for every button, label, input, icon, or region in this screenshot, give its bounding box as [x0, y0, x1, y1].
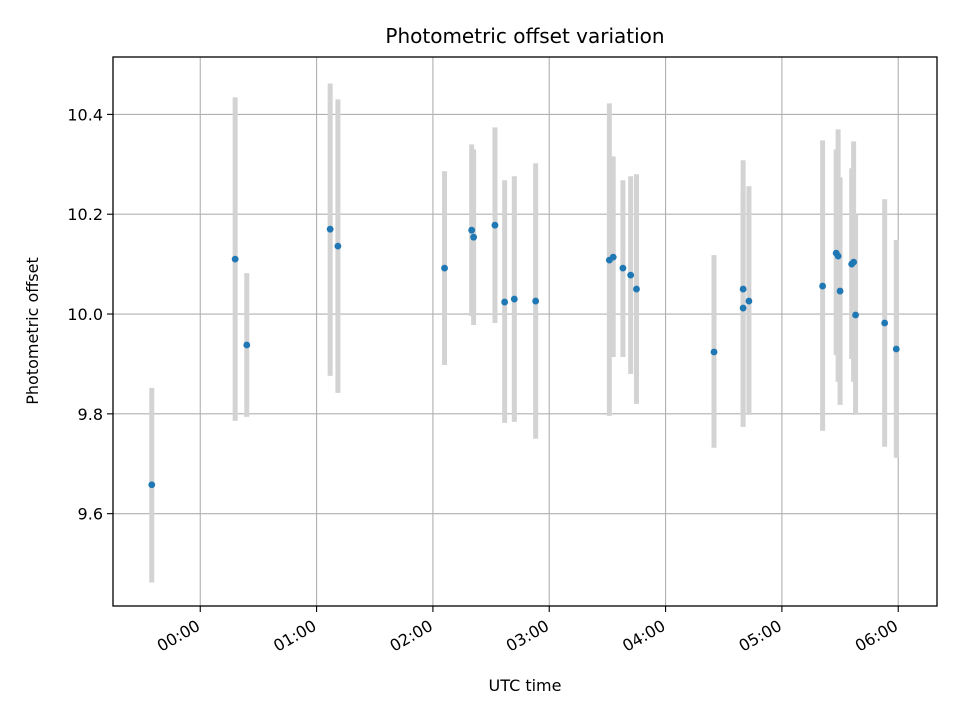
data-point: [231, 255, 239, 263]
data-point: [633, 285, 640, 293]
data-point: [609, 253, 617, 261]
plot-frame: [112, 56, 938, 607]
y-tick-label: 9.8: [78, 405, 103, 424]
data-point: [619, 264, 627, 272]
data-point: [501, 298, 509, 306]
data-point: [710, 348, 718, 356]
data-point: [491, 221, 499, 229]
x-tick-label: 04:00: [619, 616, 668, 656]
y-tick-label: 10.0: [67, 305, 103, 324]
data-point: [881, 319, 889, 327]
data-points: [148, 221, 900, 489]
data-point: [532, 297, 540, 305]
x-tick-label: 05:00: [735, 616, 784, 656]
data-point: [739, 304, 747, 312]
data-point: [627, 271, 635, 279]
x-tick-label: 00:00: [154, 616, 203, 656]
x-tick-label: 03:00: [503, 616, 552, 656]
y-tick-label: 9.6: [78, 505, 103, 524]
x-tick-label: 06:00: [852, 616, 901, 656]
x-tick-label: 01:00: [270, 616, 319, 656]
data-point: [334, 242, 342, 250]
chart-title: Photometric offset variation: [385, 24, 664, 48]
y-tick-label: 10.2: [67, 205, 103, 224]
error-bars: [149, 83, 899, 583]
x-axis-title: UTC time: [489, 676, 562, 695]
data-point: [850, 258, 858, 266]
data-point: [441, 264, 448, 272]
data-point: [326, 225, 334, 233]
data-point: [510, 295, 518, 303]
x-tick-label: 02:00: [386, 616, 435, 656]
data-point: [243, 341, 251, 349]
data-point: [745, 297, 753, 305]
grid: [113, 57, 937, 606]
data-point: [852, 311, 859, 319]
data-point: [836, 287, 844, 295]
axis-ticks: 00:00 01:00 02:00 03:00 04:00 05:00 06:00 9.6 9.…: [67, 105, 901, 655]
data-point: [834, 252, 842, 260]
data-point: [819, 282, 827, 290]
data-point: [468, 226, 476, 234]
data-point: [892, 345, 900, 353]
y-tick-label: 10.4: [67, 105, 103, 124]
data-point: [148, 481, 156, 489]
data-point: [739, 285, 747, 293]
data-point: [470, 233, 478, 241]
y-axis-title: Photometric offset: [23, 257, 42, 405]
